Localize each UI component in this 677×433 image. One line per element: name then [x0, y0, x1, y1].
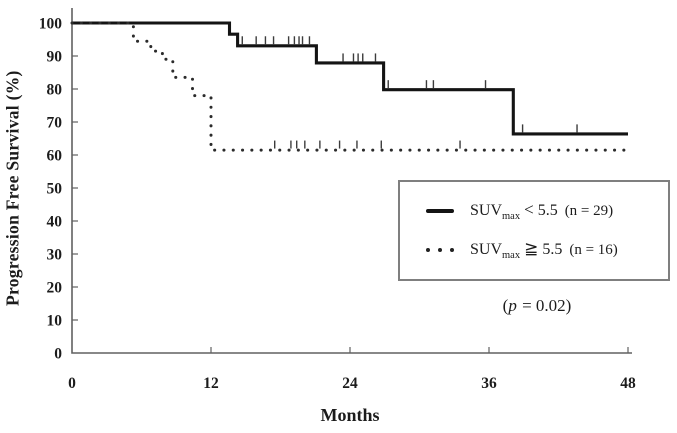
suv-text: SUV [470, 241, 503, 259]
legend-entry-suv-high: SUVmax ≧ 5.5 (n = 16) [426, 239, 668, 261]
suv-subscript: max [502, 250, 521, 262]
y-axis-title: Progression Free Survival (%) [2, 70, 23, 306]
suv-text: SUV [470, 201, 503, 219]
y-tick-label: 70 [47, 115, 63, 132]
y-tick-label: 50 [47, 181, 63, 198]
x-tick-label: 0 [68, 375, 76, 392]
p-symbol: p [508, 296, 517, 315]
legend-label-suv-low: SUVmax <5.5 (n = 29) [470, 200, 613, 222]
x-tick-label: 12 [203, 375, 219, 392]
solid-line-key-icon [426, 208, 454, 213]
threshold-value: 5.5 [542, 241, 563, 259]
dotted-line-sample-dot [426, 248, 430, 253]
legend-entry-suv-low: SUVmax <5.5 (n = 29) [426, 200, 668, 222]
dotted-line-key-icon [426, 248, 454, 253]
legend-box: SUVmax <5.5 (n = 29) SUVmax ≧ 5.5 (n = 16) [398, 180, 670, 281]
solid-line-sample [426, 208, 454, 213]
dotted-line-sample-dot [438, 248, 442, 253]
x-axis-title: Months [320, 405, 380, 425]
sample-size: (n = 16) [569, 242, 618, 259]
axis-lines [71, 8, 632, 354]
p-value-text: = 0.02) [517, 296, 572, 315]
y-tick-label: 80 [47, 82, 63, 99]
p-value-annotation: (p = 0.02) [462, 296, 612, 316]
y-tick-label: 90 [47, 49, 63, 66]
sample-size: (n = 29) [564, 202, 614, 219]
x-tick-label: 36 [481, 375, 497, 392]
x-tick-label: 48 [620, 375, 636, 392]
y-tick-label: 40 [47, 214, 63, 231]
dotted-line-sample-dot [450, 248, 454, 253]
suv-subscript: max [502, 210, 521, 222]
legend-label-suv-high: SUVmax ≧ 5.5 (n = 16) [470, 239, 618, 261]
threshold-value: 5.5 [537, 201, 558, 219]
y-tick-label: 60 [47, 148, 63, 165]
dotted-series-path [70, 21, 630, 152]
y-tick-label: 0 [54, 346, 62, 363]
less-than-sign: < [524, 199, 534, 219]
greater-equal-sign: ≧ [524, 239, 539, 259]
solid-series-path [72, 21, 628, 136]
y-tick-label: 10 [47, 313, 63, 330]
y-tick-label: 30 [47, 247, 63, 264]
x-tick-label: 24 [342, 375, 358, 392]
y-tick-label: 20 [47, 280, 63, 297]
p-open-paren: ( [502, 296, 509, 315]
y-tick-label: 100 [39, 16, 63, 33]
